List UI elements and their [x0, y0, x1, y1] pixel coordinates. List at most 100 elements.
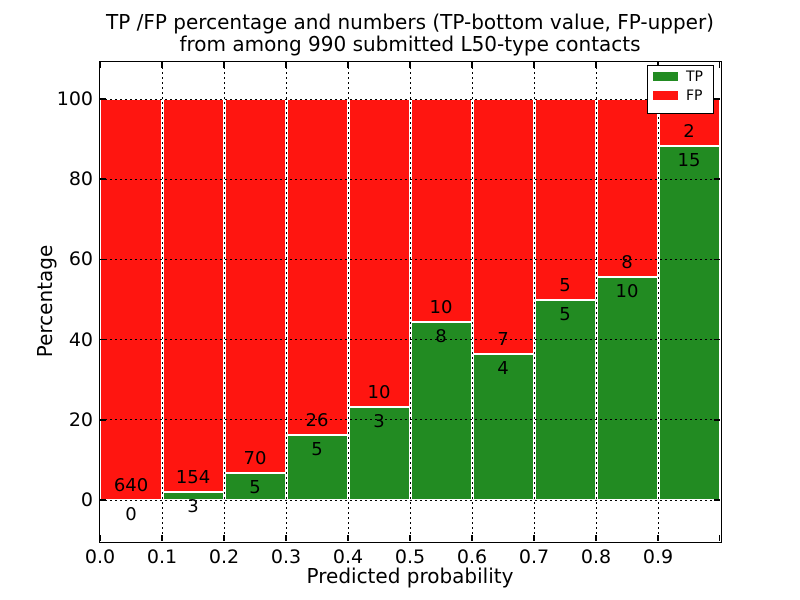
- x-tick-mark: [161, 62, 163, 68]
- legend-entry-fp: FP: [648, 86, 713, 105]
- fp-bar-segment: [286, 99, 348, 436]
- fp-bar-segment: [224, 99, 286, 474]
- x-tick-mark: [533, 535, 535, 541]
- vertical-gridline: [285, 62, 287, 541]
- tp-bar-segment: [658, 146, 720, 500]
- x-tick-mark: [100, 535, 101, 541]
- tp-count-label: 10: [615, 281, 639, 303]
- x-tick-mark: [347, 62, 349, 68]
- fp-bar-segment: [100, 99, 162, 500]
- x-axis-label: Predicted probability: [306, 564, 514, 588]
- y-tick-label: 20: [68, 408, 93, 431]
- y-tick-mark: [100, 178, 106, 180]
- vertical-gridline: [471, 62, 473, 541]
- x-tick-label: 0.6: [456, 546, 488, 568]
- x-tick-label: 0.7: [518, 546, 550, 568]
- tp-bar-segment: [534, 299, 596, 500]
- fp-bar-segment: [596, 99, 658, 278]
- tp-count-label: 3: [373, 411, 385, 433]
- legend-label-tp: TP: [686, 68, 703, 85]
- y-tick-mark: [714, 258, 720, 261]
- fp-count-label: 8: [621, 252, 633, 274]
- y-tick-mark: [714, 338, 720, 341]
- x-tick-mark: [223, 62, 225, 68]
- x-tick-mark: [347, 535, 349, 541]
- x-tick-mark: [285, 535, 287, 541]
- fp-count-label: 640: [113, 475, 149, 496]
- tp-count-label: 4: [497, 358, 509, 380]
- y-tick-mark: [100, 98, 106, 100]
- chart-title: TP /FP percentage and numbers (TP-bottom…: [60, 11, 760, 55]
- legend-entry-tp: TP: [648, 67, 713, 86]
- x-tick-label: 0.2: [208, 546, 240, 568]
- chart-title-line2: from among 990 submitted L50-type contac…: [179, 32, 641, 56]
- tp-count-label: 5: [249, 477, 261, 499]
- vertical-gridline: [161, 62, 163, 541]
- vertical-gridline: [533, 62, 535, 541]
- tp-bar-segment: [410, 321, 472, 500]
- vertical-gridline: [595, 62, 597, 541]
- fp-bar-segment: [410, 99, 472, 322]
- x-tick-mark: [657, 535, 659, 541]
- horizontal-gridline: [100, 339, 720, 341]
- y-tick-mark: [714, 178, 720, 180]
- y-tick-label: 0: [80, 489, 93, 511]
- tp-count-label: 5: [311, 439, 323, 461]
- fp-count-label: 2: [683, 121, 695, 143]
- x-tick-mark: [285, 62, 287, 68]
- y-tick-mark: [714, 419, 720, 421]
- x-tick-mark: [100, 62, 101, 68]
- y-tick-mark: [100, 338, 106, 341]
- vertical-gridline: [223, 62, 225, 541]
- x-tick-mark: [409, 62, 411, 68]
- tp-swatch: [653, 72, 678, 81]
- tp-count-label: 15: [677, 150, 701, 172]
- horizontal-gridline: [100, 499, 720, 501]
- x-tick-mark: [409, 535, 411, 541]
- fp-swatch: [653, 91, 678, 100]
- x-tick-mark: [719, 535, 720, 541]
- horizontal-gridline: [100, 419, 720, 421]
- y-tick-mark: [100, 258, 106, 261]
- x-tick-label: 0.9: [642, 546, 674, 568]
- legend-label-fp: FP: [686, 87, 703, 104]
- y-tick-label: 80: [68, 168, 93, 191]
- y-tick-label: 40: [68, 328, 93, 351]
- x-tick-label: 0.4: [332, 546, 364, 568]
- fp-count-label: 10: [429, 296, 453, 318]
- vertical-gridline: [347, 62, 349, 541]
- x-tick-mark: [471, 62, 473, 68]
- fp-count-label: 10: [367, 382, 391, 404]
- fp-bar-segment: [472, 99, 534, 355]
- x-tick-label: 0.0: [84, 546, 116, 568]
- x-tick-label: 0.8: [580, 546, 612, 568]
- y-tick-mark: [100, 499, 106, 501]
- fp-count-label: 7: [497, 329, 509, 351]
- vertical-gridline: [657, 62, 659, 541]
- x-tick-mark: [223, 535, 225, 541]
- horizontal-gridline: [100, 98, 720, 100]
- x-tick-label: 0.1: [146, 546, 178, 568]
- fp-bar-segment: [534, 99, 596, 300]
- x-tick-label: 0.5: [394, 546, 426, 568]
- x-tick-mark: [533, 62, 535, 68]
- plot-area: 640 0 154 3 70 5 26 5 10 3 10 8 7 4 5 5 8 10 2 15: [100, 62, 720, 541]
- fp-count-label: 154: [175, 467, 211, 489]
- y-tick-mark: [714, 98, 720, 100]
- tp-count-label: 3: [187, 496, 199, 518]
- fp-bar-segment: [348, 99, 410, 408]
- vertical-gridline: [409, 62, 411, 541]
- y-tick-mark: [100, 419, 106, 421]
- y-tick-label: 100: [56, 88, 93, 110]
- fp-count-label: 5: [559, 274, 571, 296]
- chart-title-line1: TP /FP percentage and numbers (TP-bottom…: [106, 10, 714, 34]
- x-tick-mark: [595, 535, 597, 541]
- tp-count-label: 8: [435, 325, 447, 347]
- x-tick-mark: [471, 535, 473, 541]
- tp-bar-segment: [596, 277, 658, 500]
- y-tick-mark: [714, 499, 720, 501]
- x-tick-label: 0.3: [270, 546, 302, 568]
- fp-count-label: 70: [243, 448, 267, 470]
- fp-count-label: 26: [305, 410, 329, 432]
